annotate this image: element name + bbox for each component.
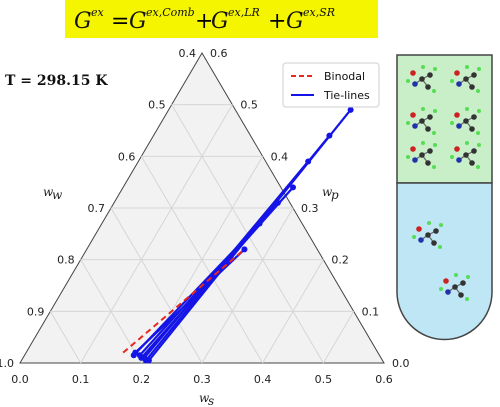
bottom-tick-label: 0.1 [72, 373, 90, 386]
grid-line [140, 156, 264, 364]
equation-plus-1: + [195, 9, 213, 34]
legend-tieline-label: Tie-lines [323, 89, 370, 102]
ternary-series [122, 106, 354, 364]
phase-vial [396, 54, 493, 341]
equation-term-2-sup: ex,LR [228, 6, 260, 19]
grid-line [322, 311, 355, 364]
binodal-curve [122, 248, 246, 354]
right-axis-label-main: w [322, 185, 333, 199]
tie-line-endpoint [241, 246, 248, 253]
right-tick-label: 0.0 [392, 357, 410, 370]
left-tick-label: 0.7 [88, 202, 106, 215]
bottom-tick-label: 0.5 [315, 373, 333, 386]
tie-line [148, 109, 352, 362]
right-axis-label: w p [322, 185, 339, 202]
bottom-tick-label: 0.3 [193, 373, 211, 386]
bottom-axis-label-main: w [199, 391, 210, 405]
tie-line-endpoint [130, 352, 137, 359]
left-axis-label: w w [43, 185, 63, 202]
equation-term-3-sup: ex,SR [303, 6, 335, 19]
molecule-icon [439, 273, 470, 301]
equation-term-2: G [211, 9, 229, 34]
left-axis-label-sub: w [52, 188, 63, 202]
left-tick-label: 0.8 [57, 254, 75, 267]
left-tick-label: 1.0 [0, 357, 14, 370]
left-tick-label: 0.5 [148, 99, 166, 112]
right-tick-label: 0.5 [240, 99, 257, 112]
left-axis-label-main: w [43, 185, 54, 199]
left-tick-label: 0.6 [118, 150, 136, 163]
molecule-icon [406, 107, 437, 135]
molecule-icon [450, 107, 481, 135]
bottom-tick-label: 0.0 [11, 373, 29, 386]
bottom-tick-label: 0.2 [133, 373, 151, 386]
right-tick-label: 0.6 [210, 47, 228, 60]
right-tick-label: 0.1 [362, 305, 380, 318]
molecule-icon [450, 141, 481, 169]
molecule-icon [450, 65, 481, 93]
grid-line [80, 104, 233, 364]
tie-line-endpoint [290, 184, 296, 191]
temperature-label: T = 298.15 K [5, 73, 108, 89]
equation-equals: = [111, 9, 129, 34]
equation-plus-2: + [268, 9, 286, 34]
bottom-tick-label: 0.4 [254, 373, 272, 386]
equation-lhs: G [74, 9, 92, 34]
right-tick-label: 0.3 [301, 202, 319, 215]
equation-term-1-sup: ex,Comb [146, 6, 195, 19]
ternary-grid [49, 104, 355, 364]
legend-binodal-label: Binodal [324, 70, 365, 83]
right-axis-label-sub: p [331, 188, 339, 202]
tie-line-endpoint [145, 357, 152, 364]
molecule-icon [406, 141, 437, 169]
equation-banner: G ex = G ex,Comb + G ex,LR + G ex,SR [65, 0, 378, 38]
equation-background [65, 0, 378, 38]
equation-term-3: G [286, 9, 304, 34]
legend: Binodal Tie-lines [282, 62, 380, 108]
grid-line [201, 207, 294, 364]
bottom-axis-label: w s [199, 391, 214, 407]
equation-term-1: G [129, 9, 147, 34]
molecule-icon [412, 221, 443, 249]
right-tick-label: 0.2 [331, 254, 349, 267]
right-tick-label: 0.4 [271, 150, 289, 163]
grid-line [49, 311, 82, 364]
grid-line [110, 207, 203, 364]
ternary-ticks: 0.0 0.1 0.2 0.3 0.4 0.5 0.6 1.0 0.9 0.8 0.7 0.6 0.5 0… [0, 47, 410, 386]
molecules [406, 65, 481, 301]
left-tick-label: 0.4 [179, 47, 197, 60]
vial-bottom-phase [396, 182, 493, 341]
equation-lhs-sup: ex [91, 6, 105, 19]
tie-line-endpoint [347, 106, 354, 113]
bottom-tick-label: 0.6 [375, 373, 393, 386]
left-tick-label: 0.9 [27, 305, 45, 318]
molecule-icon [406, 65, 437, 93]
bottom-axis-label-sub: s [208, 394, 214, 407]
